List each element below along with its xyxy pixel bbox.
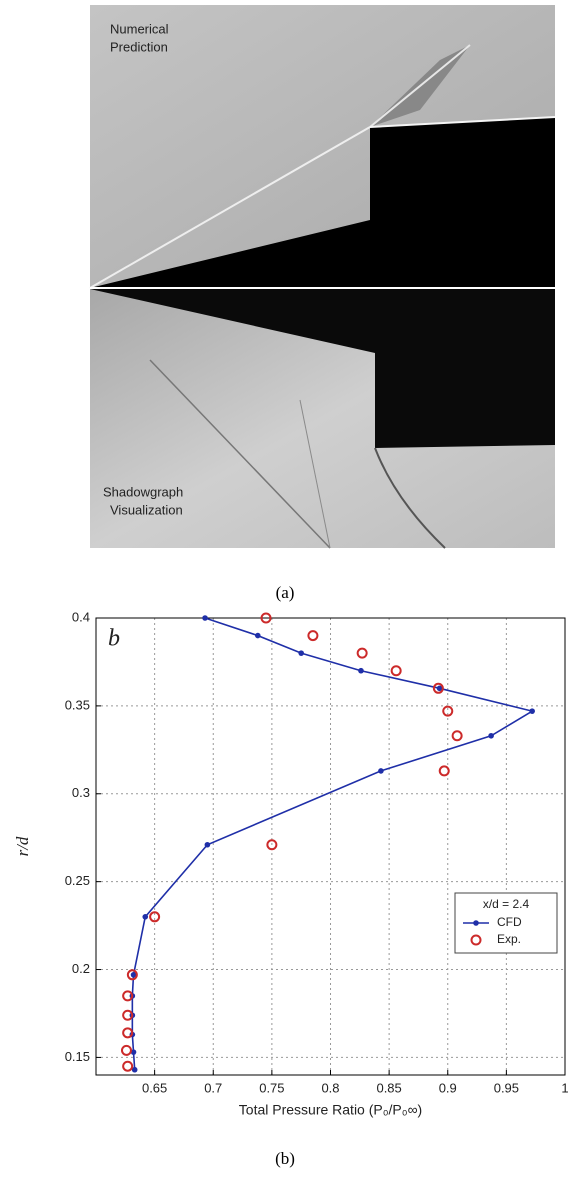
x-tick-label: 0.85 [376, 1080, 401, 1095]
panel-letter: b [108, 626, 120, 652]
x-tick-label: 1 [561, 1080, 568, 1095]
x-tick-label: 0.7 [204, 1080, 222, 1095]
data-point [205, 842, 211, 848]
data-point [529, 708, 535, 714]
data-point [298, 650, 304, 656]
y-tick-label: 0.2 [72, 961, 90, 976]
caption: (b) [275, 1149, 295, 1168]
y-tick-label: 0.25 [65, 873, 90, 888]
y-tick-label: 0.35 [65, 697, 90, 712]
page: Numerical Prediction Shadowgraph Visuali… [0, 0, 570, 1178]
legend-label: CFD [497, 915, 522, 929]
y-tick-label: 0.4 [72, 609, 90, 624]
x-tick-label: 0.65 [142, 1080, 167, 1095]
panel-a-label: Shadowgraph [103, 484, 183, 499]
y-axis-label: r/d [13, 836, 32, 856]
panel-a-label: Prediction [110, 39, 168, 54]
x-axis-label: Total Pressure Ratio (P₀/P₀∞) [239, 1102, 422, 1118]
panel-a-label: Visualization [110, 502, 183, 517]
data-point [488, 733, 494, 739]
y-tick-label: 0.15 [65, 1049, 90, 1064]
figure: Numerical Prediction Shadowgraph Visuali… [0, 0, 570, 1173]
legend-label: Exp. [497, 932, 521, 946]
x-tick-label: 0.8 [321, 1080, 339, 1095]
data-point [142, 914, 148, 920]
caption: (a) [276, 583, 295, 602]
panel-a-label: Numerical [110, 21, 169, 36]
x-tick-label: 0.9 [439, 1080, 457, 1095]
plot-area [96, 618, 565, 1075]
x-tick-label: 0.75 [259, 1080, 284, 1095]
panel-a-image: Numerical Prediction Shadowgraph Visuali… [90, 5, 555, 548]
legend-swatch [473, 920, 479, 926]
data-point [378, 768, 384, 774]
data-point [358, 668, 364, 674]
y-tick-label: 0.3 [72, 785, 90, 800]
data-point [202, 615, 208, 621]
legend-title: x/d = 2.4 [483, 897, 530, 911]
x-tick-label: 0.95 [494, 1080, 519, 1095]
data-point [255, 633, 261, 639]
